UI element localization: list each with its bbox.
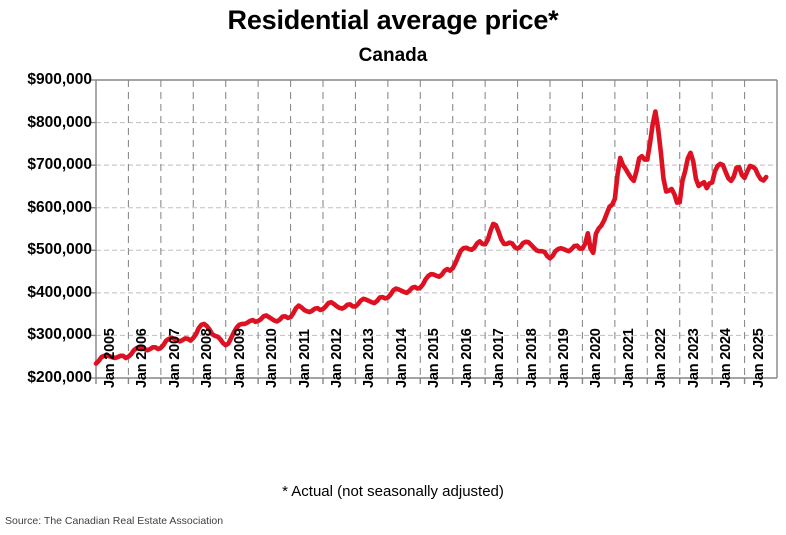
x-axis-tick-label: Jan 2009 [231, 328, 248, 388]
y-axis-tick-label: $200,000 [27, 369, 92, 386]
x-axis-tick-label: Jan 2015 [426, 328, 443, 388]
chart-subtitle: Canada [358, 45, 428, 66]
gridlines [96, 80, 777, 378]
y-axis-tick-label: $300,000 [27, 326, 92, 344]
x-axis-tick-label: Jan 2013 [361, 328, 378, 388]
x-axis-tick-label: Jan 2011 [296, 329, 313, 388]
y-axis-tick-label: $500,000 [27, 241, 92, 259]
x-axis-tick-label: Jan 2017 [491, 328, 508, 388]
chart-footnote: * Actual (not seasonally adjusted) [282, 483, 504, 500]
x-axis-tick-label: Jan 2008 [199, 328, 216, 388]
x-axis-tick-label: Jan 2023 [685, 328, 702, 388]
x-axis-tick-label: Jan 2025 [750, 328, 767, 388]
x-axis-tick-label: Jan 2019 [556, 328, 572, 388]
x-axis-tick-label: Jan 2010 [264, 328, 281, 388]
x-axis-tick-label: Jan 2018 [523, 328, 540, 388]
x-axis-tick-label: Jan 2016 [458, 328, 475, 388]
y-axis-tick-label: $900,000 [27, 71, 92, 88]
x-axis-tick-label: Jan 2005 [102, 328, 118, 388]
y-axis-tick-label: $800,000 [27, 113, 92, 131]
y-axis-tick-label: $400,000 [27, 283, 92, 301]
axis-lines [95, 79, 778, 379]
x-axis-tick-label: Jan 2021 [620, 328, 637, 388]
x-axis-tick-label: Jan 2020 [588, 328, 605, 388]
x-axis-tick-label: Jan 2022 [653, 328, 670, 388]
x-axis-tick-label: Jan 2006 [134, 328, 151, 388]
price-line-series [93, 109, 769, 366]
axis-ticks [90, 79, 746, 384]
x-axis-tick-label: Jan 2024 [718, 328, 735, 388]
y-axis-tick-label: $600,000 [27, 198, 92, 216]
x-axis-tick-label: Jan 2012 [329, 328, 345, 388]
x-axis-tick-label: Jan 2014 [393, 328, 410, 388]
chart-title: Residential average price* [227, 5, 559, 35]
chart-source: Source: The Canadian Real Estate Associa… [5, 515, 224, 527]
y-axis-tick-label: $700,000 [27, 156, 92, 174]
x-axis-tick-label: Jan 2007 [166, 328, 183, 388]
